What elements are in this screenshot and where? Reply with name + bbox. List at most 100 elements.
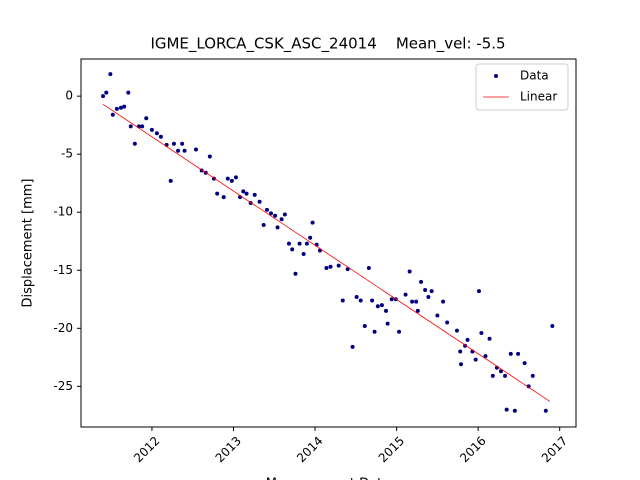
- data-point: [522, 361, 527, 366]
- x-tick-label: 2016: [457, 434, 488, 465]
- data-point: [310, 220, 315, 225]
- data-point: [379, 303, 384, 308]
- data-point: [429, 289, 434, 294]
- chart-title: IGME_LORCA_CSK_ASC_24014 Mean_vel: -5.5: [150, 35, 505, 54]
- data-point: [290, 247, 295, 252]
- y-tick-label: -10: [53, 205, 73, 219]
- x-tick-label: 2012: [131, 434, 162, 465]
- data-point: [126, 90, 131, 95]
- x-tick-label: 2014: [294, 434, 325, 465]
- y-tick-label: -15: [53, 263, 73, 277]
- data-point: [257, 199, 262, 204]
- data-point: [225, 176, 230, 181]
- data-point: [244, 191, 249, 196]
- data-point: [372, 329, 377, 334]
- data-point: [530, 373, 535, 378]
- data-point: [498, 369, 503, 374]
- data-point: [207, 154, 212, 159]
- data-point: [328, 264, 333, 269]
- data-point: [454, 328, 459, 333]
- data-point: [389, 297, 394, 302]
- data-point: [358, 298, 363, 303]
- data-point: [512, 408, 517, 413]
- fit-line: [102, 103, 551, 402]
- data-point: [414, 299, 419, 304]
- y-axis-label: Displacement [mm]: [21, 179, 36, 308]
- data-point: [261, 223, 266, 228]
- data-point: [241, 189, 246, 194]
- data-point: [459, 362, 464, 367]
- data-point: [441, 299, 446, 304]
- data-point: [168, 178, 173, 183]
- data-point: [415, 308, 420, 313]
- data-point: [132, 141, 137, 146]
- data-point: [252, 192, 257, 197]
- data-point: [215, 191, 220, 196]
- data-point: [264, 207, 269, 212]
- data-point: [445, 320, 450, 325]
- data-point: [407, 269, 412, 274]
- data-point: [324, 265, 329, 270]
- data-point: [483, 354, 488, 359]
- x-tick-label: 2017: [539, 434, 570, 465]
- data-point: [465, 337, 470, 342]
- data-point: [171, 141, 176, 146]
- data-point: [345, 267, 350, 272]
- data-point: [526, 384, 531, 389]
- data-point: [435, 313, 440, 318]
- data-point: [385, 321, 390, 326]
- data-point: [114, 106, 119, 111]
- data-point: [473, 357, 478, 362]
- data-point: [308, 235, 313, 240]
- data-point: [490, 373, 495, 378]
- y-tick-label: -5: [61, 147, 73, 161]
- data-point: [108, 72, 113, 77]
- data-point: [423, 288, 428, 293]
- data-point: [543, 408, 548, 413]
- data-point: [336, 263, 341, 268]
- data-point: [366, 265, 371, 270]
- data-point: [487, 336, 492, 341]
- data-point: [426, 294, 431, 299]
- data-point: [128, 124, 133, 129]
- data-point: [233, 175, 238, 180]
- x-tick-label: 2013: [213, 434, 244, 465]
- data-point: [383, 308, 388, 313]
- data-point: [410, 299, 415, 304]
- data-point: [158, 134, 163, 139]
- data-point: [279, 217, 284, 222]
- data-point: [397, 329, 402, 334]
- data-point: [516, 351, 521, 356]
- x-axis-label: Measurement Date: [266, 477, 390, 480]
- data-point: [282, 212, 287, 217]
- data-point: [104, 90, 109, 95]
- data-point: [122, 104, 127, 109]
- data-point: [370, 298, 375, 303]
- data-point: [180, 141, 185, 146]
- data-point: [273, 213, 278, 218]
- data-point: [101, 94, 106, 99]
- data-point: [403, 292, 408, 297]
- data-point: [375, 304, 380, 309]
- data-point: [275, 225, 280, 230]
- data-point: [301, 252, 306, 257]
- legend-label: Linear: [520, 90, 557, 104]
- data-point: [350, 344, 355, 349]
- data-point: [340, 298, 345, 303]
- data-point: [154, 131, 159, 136]
- data-point: [508, 351, 513, 356]
- data-point: [182, 148, 187, 153]
- data-point: [419, 279, 424, 284]
- data-point: [118, 105, 123, 110]
- data-point: [144, 116, 149, 121]
- legend-label: Data: [520, 69, 549, 83]
- data-point: [193, 147, 198, 152]
- data-point: [354, 294, 359, 299]
- y-tick-label: -20: [53, 321, 73, 335]
- y-tick-label: 0: [65, 89, 73, 103]
- data-point: [362, 324, 367, 329]
- data-point: [503, 373, 508, 378]
- data-point: [286, 241, 291, 246]
